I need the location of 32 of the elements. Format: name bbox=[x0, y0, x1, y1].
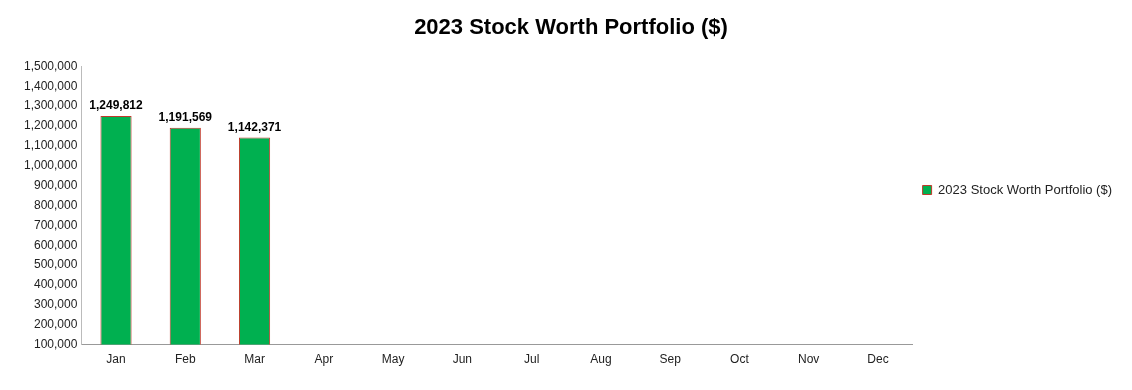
y-tick-label: 500,000 bbox=[33, 257, 78, 272]
legend-label: 2023 Stock Worth Portfolio ($) bbox=[938, 181, 1113, 197]
y-tick-label: 1,500,000 bbox=[23, 58, 78, 73]
y-tick-label: 900,000 bbox=[33, 177, 78, 192]
y-tick-label: 1,400,000 bbox=[23, 78, 78, 93]
y-tick-label: 700,000 bbox=[33, 217, 78, 232]
y-tick-label: 1,000,000 bbox=[23, 158, 78, 173]
x-tick-label: Mar bbox=[244, 352, 265, 367]
data-label: 1,191,569 bbox=[158, 110, 213, 124]
y-tick-label: 800,000 bbox=[33, 197, 78, 212]
data-label: 1,142,371 bbox=[227, 119, 282, 134]
y-tick-label: 1,200,000 bbox=[23, 118, 78, 133]
y-tick-label: 600,000 bbox=[33, 237, 78, 252]
x-tick-label: Sep bbox=[659, 352, 682, 367]
y-tick-label: 300,000 bbox=[33, 297, 78, 312]
y-tick-label: 1,300,000 bbox=[23, 98, 78, 113]
x-tick-label: Jul bbox=[523, 352, 540, 367]
x-tick-label: Apr bbox=[314, 352, 334, 367]
x-tick-label: May bbox=[381, 352, 405, 367]
x-tick-label: Dec bbox=[867, 352, 889, 367]
x-tick-label: Nov bbox=[798, 352, 820, 367]
chart-title: 2023 Stock Worth Portfolio ($) bbox=[414, 14, 728, 40]
y-tick-label: 100,000 bbox=[33, 336, 78, 351]
x-tick-label: Feb bbox=[174, 352, 196, 367]
y-tick-label: 1,100,000 bbox=[23, 138, 78, 153]
y-tick-label: 200,000 bbox=[33, 317, 78, 332]
x-tick-label: Jan bbox=[106, 352, 126, 367]
data-label: 1,249,812 bbox=[89, 98, 144, 113]
y-tick-label: 400,000 bbox=[33, 277, 78, 292]
x-tick-label: Aug bbox=[590, 352, 612, 367]
x-tick-label: Oct bbox=[730, 352, 750, 367]
x-tick-label: Jun bbox=[452, 352, 473, 367]
